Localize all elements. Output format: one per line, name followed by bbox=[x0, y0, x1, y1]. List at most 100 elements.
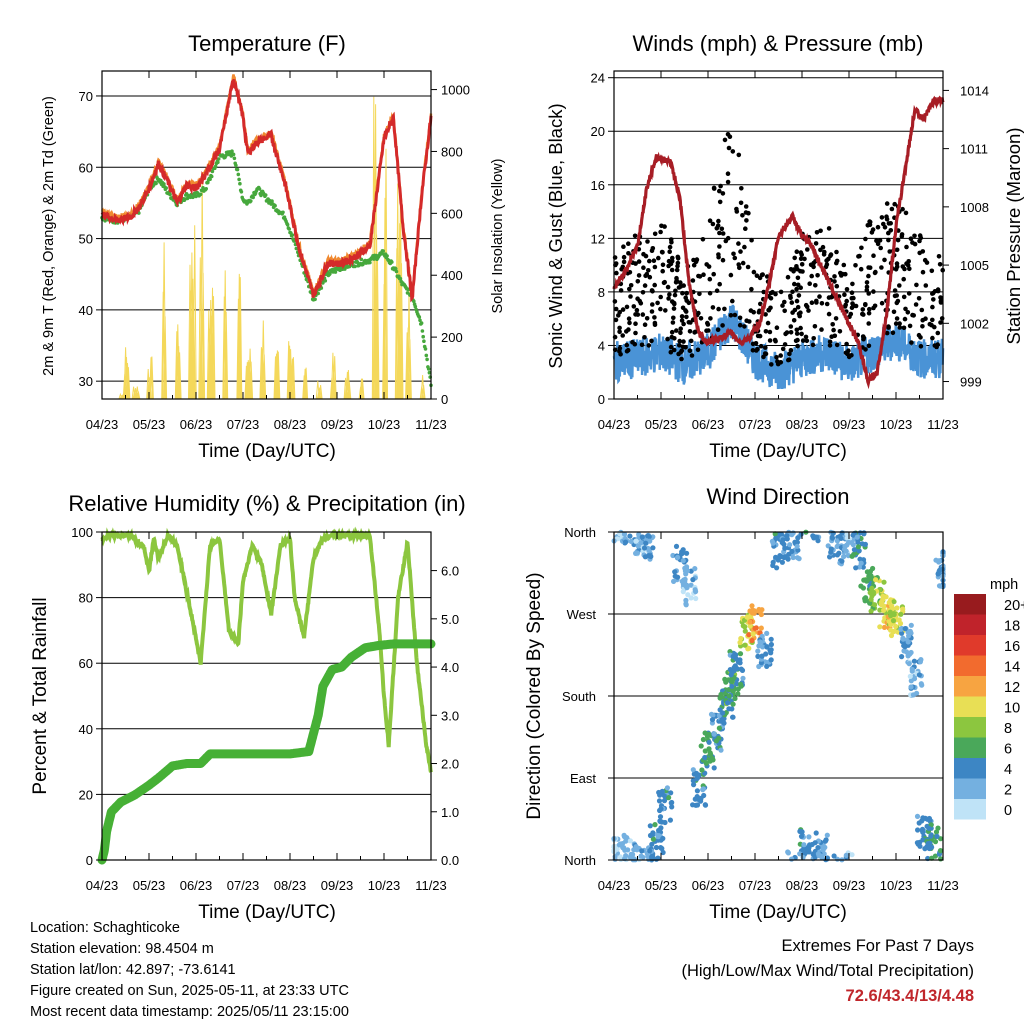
gust-point bbox=[794, 327, 800, 333]
gust-point bbox=[636, 259, 642, 264]
direction-point bbox=[794, 555, 801, 561]
precip-ytick-label: 0.0 bbox=[441, 853, 459, 868]
pressure-ytick-label: 1002 bbox=[960, 316, 989, 331]
direction-point bbox=[899, 654, 905, 660]
gust-point bbox=[641, 265, 646, 271]
gust-point bbox=[903, 306, 908, 312]
direction-point bbox=[639, 534, 645, 540]
direction-point bbox=[889, 603, 895, 609]
gust-point bbox=[860, 307, 866, 312]
direction-point bbox=[824, 855, 831, 861]
gust-point bbox=[680, 290, 685, 296]
solar-insolation-trace bbox=[358, 378, 365, 400]
direction-point bbox=[641, 545, 648, 551]
gust-point bbox=[674, 328, 679, 333]
solar-insolation-trace bbox=[174, 324, 182, 400]
direction-point bbox=[718, 747, 724, 753]
gust-point bbox=[697, 291, 702, 297]
direction-point bbox=[914, 690, 920, 696]
direction-point bbox=[625, 847, 631, 853]
dewpoint-point bbox=[394, 269, 399, 274]
direction-ytick-label: West bbox=[567, 607, 597, 622]
direction-point bbox=[789, 856, 795, 862]
gust-point bbox=[647, 258, 652, 264]
gust-point bbox=[794, 331, 800, 336]
direction-point bbox=[756, 663, 762, 670]
temperature-xtick-label: 07/23 bbox=[227, 417, 260, 432]
solar-insolation-trace bbox=[286, 341, 296, 400]
direction-point bbox=[660, 849, 666, 856]
gust-point bbox=[918, 344, 924, 349]
gust-point bbox=[624, 329, 629, 334]
extremes-summary: Extremes For Past 7 Days (High/Low/Max W… bbox=[681, 934, 974, 1009]
gust-point bbox=[905, 310, 911, 315]
direction-point bbox=[932, 839, 939, 845]
direction-point bbox=[730, 701, 736, 707]
dewpoint-point bbox=[237, 177, 241, 182]
gust-point bbox=[890, 330, 896, 336]
direction-point bbox=[914, 813, 921, 820]
direction-point bbox=[711, 765, 717, 771]
direction-point bbox=[774, 565, 780, 571]
pressure-ytick-label: 1005 bbox=[960, 258, 989, 273]
direction-point bbox=[726, 693, 732, 699]
direction-point bbox=[877, 624, 883, 630]
direction-point bbox=[756, 643, 762, 649]
direction-point bbox=[872, 602, 878, 608]
solar-insolation-trace bbox=[405, 290, 412, 400]
direction-point bbox=[936, 558, 942, 564]
winds-xtick-label: 11/23 bbox=[927, 417, 959, 432]
direction-point bbox=[656, 827, 662, 834]
gust-point bbox=[617, 325, 622, 331]
gust-point bbox=[652, 231, 658, 237]
gust-point bbox=[679, 348, 685, 354]
gust-point bbox=[683, 345, 688, 350]
dewpoint-point bbox=[417, 315, 422, 319]
dewpoint-point bbox=[209, 174, 214, 179]
direction-point bbox=[683, 583, 689, 589]
gust-point bbox=[728, 313, 734, 318]
dewpoint-point bbox=[420, 329, 425, 333]
gust-point bbox=[734, 209, 740, 214]
gust-point bbox=[879, 215, 885, 220]
temperature-ytick-label: 30 bbox=[79, 374, 93, 389]
gust-point bbox=[633, 330, 638, 336]
dewpoint-point bbox=[154, 181, 158, 186]
gust-point bbox=[791, 269, 796, 274]
gust-point bbox=[651, 258, 657, 264]
gust-point bbox=[627, 320, 632, 326]
gust-point bbox=[743, 210, 749, 215]
gust-point bbox=[856, 254, 861, 259]
dewpoint-point bbox=[216, 157, 221, 161]
direction-point bbox=[811, 850, 818, 856]
gust-point bbox=[732, 312, 738, 318]
direction-xtick-label: 09/23 bbox=[833, 878, 866, 893]
gust-point bbox=[866, 291, 871, 296]
gust-point bbox=[767, 338, 773, 343]
solar-insolation-trace bbox=[382, 148, 388, 400]
gust-point bbox=[616, 313, 621, 318]
gust-point bbox=[720, 191, 726, 196]
direction-point bbox=[691, 782, 697, 788]
direction-point bbox=[891, 599, 897, 605]
direction-point bbox=[891, 628, 898, 634]
gust-point bbox=[798, 250, 804, 255]
direction-point bbox=[703, 760, 709, 766]
direction-point bbox=[670, 552, 676, 559]
gust-point bbox=[745, 264, 751, 270]
gust-point bbox=[660, 268, 665, 274]
sonic-wind-line bbox=[612, 304, 945, 390]
solar-ytick-label: 200 bbox=[441, 330, 463, 345]
direction-point bbox=[657, 818, 663, 824]
gust-point bbox=[922, 257, 928, 263]
gust-point bbox=[766, 307, 771, 313]
direction-point bbox=[767, 647, 773, 653]
dewpoint-point bbox=[413, 304, 418, 309]
dewpoint-point bbox=[321, 281, 325, 285]
direction-point bbox=[671, 578, 677, 585]
direction-point bbox=[926, 842, 932, 849]
dewpoint-point bbox=[343, 267, 347, 271]
gust-point bbox=[927, 321, 933, 327]
direction-point bbox=[860, 564, 866, 570]
